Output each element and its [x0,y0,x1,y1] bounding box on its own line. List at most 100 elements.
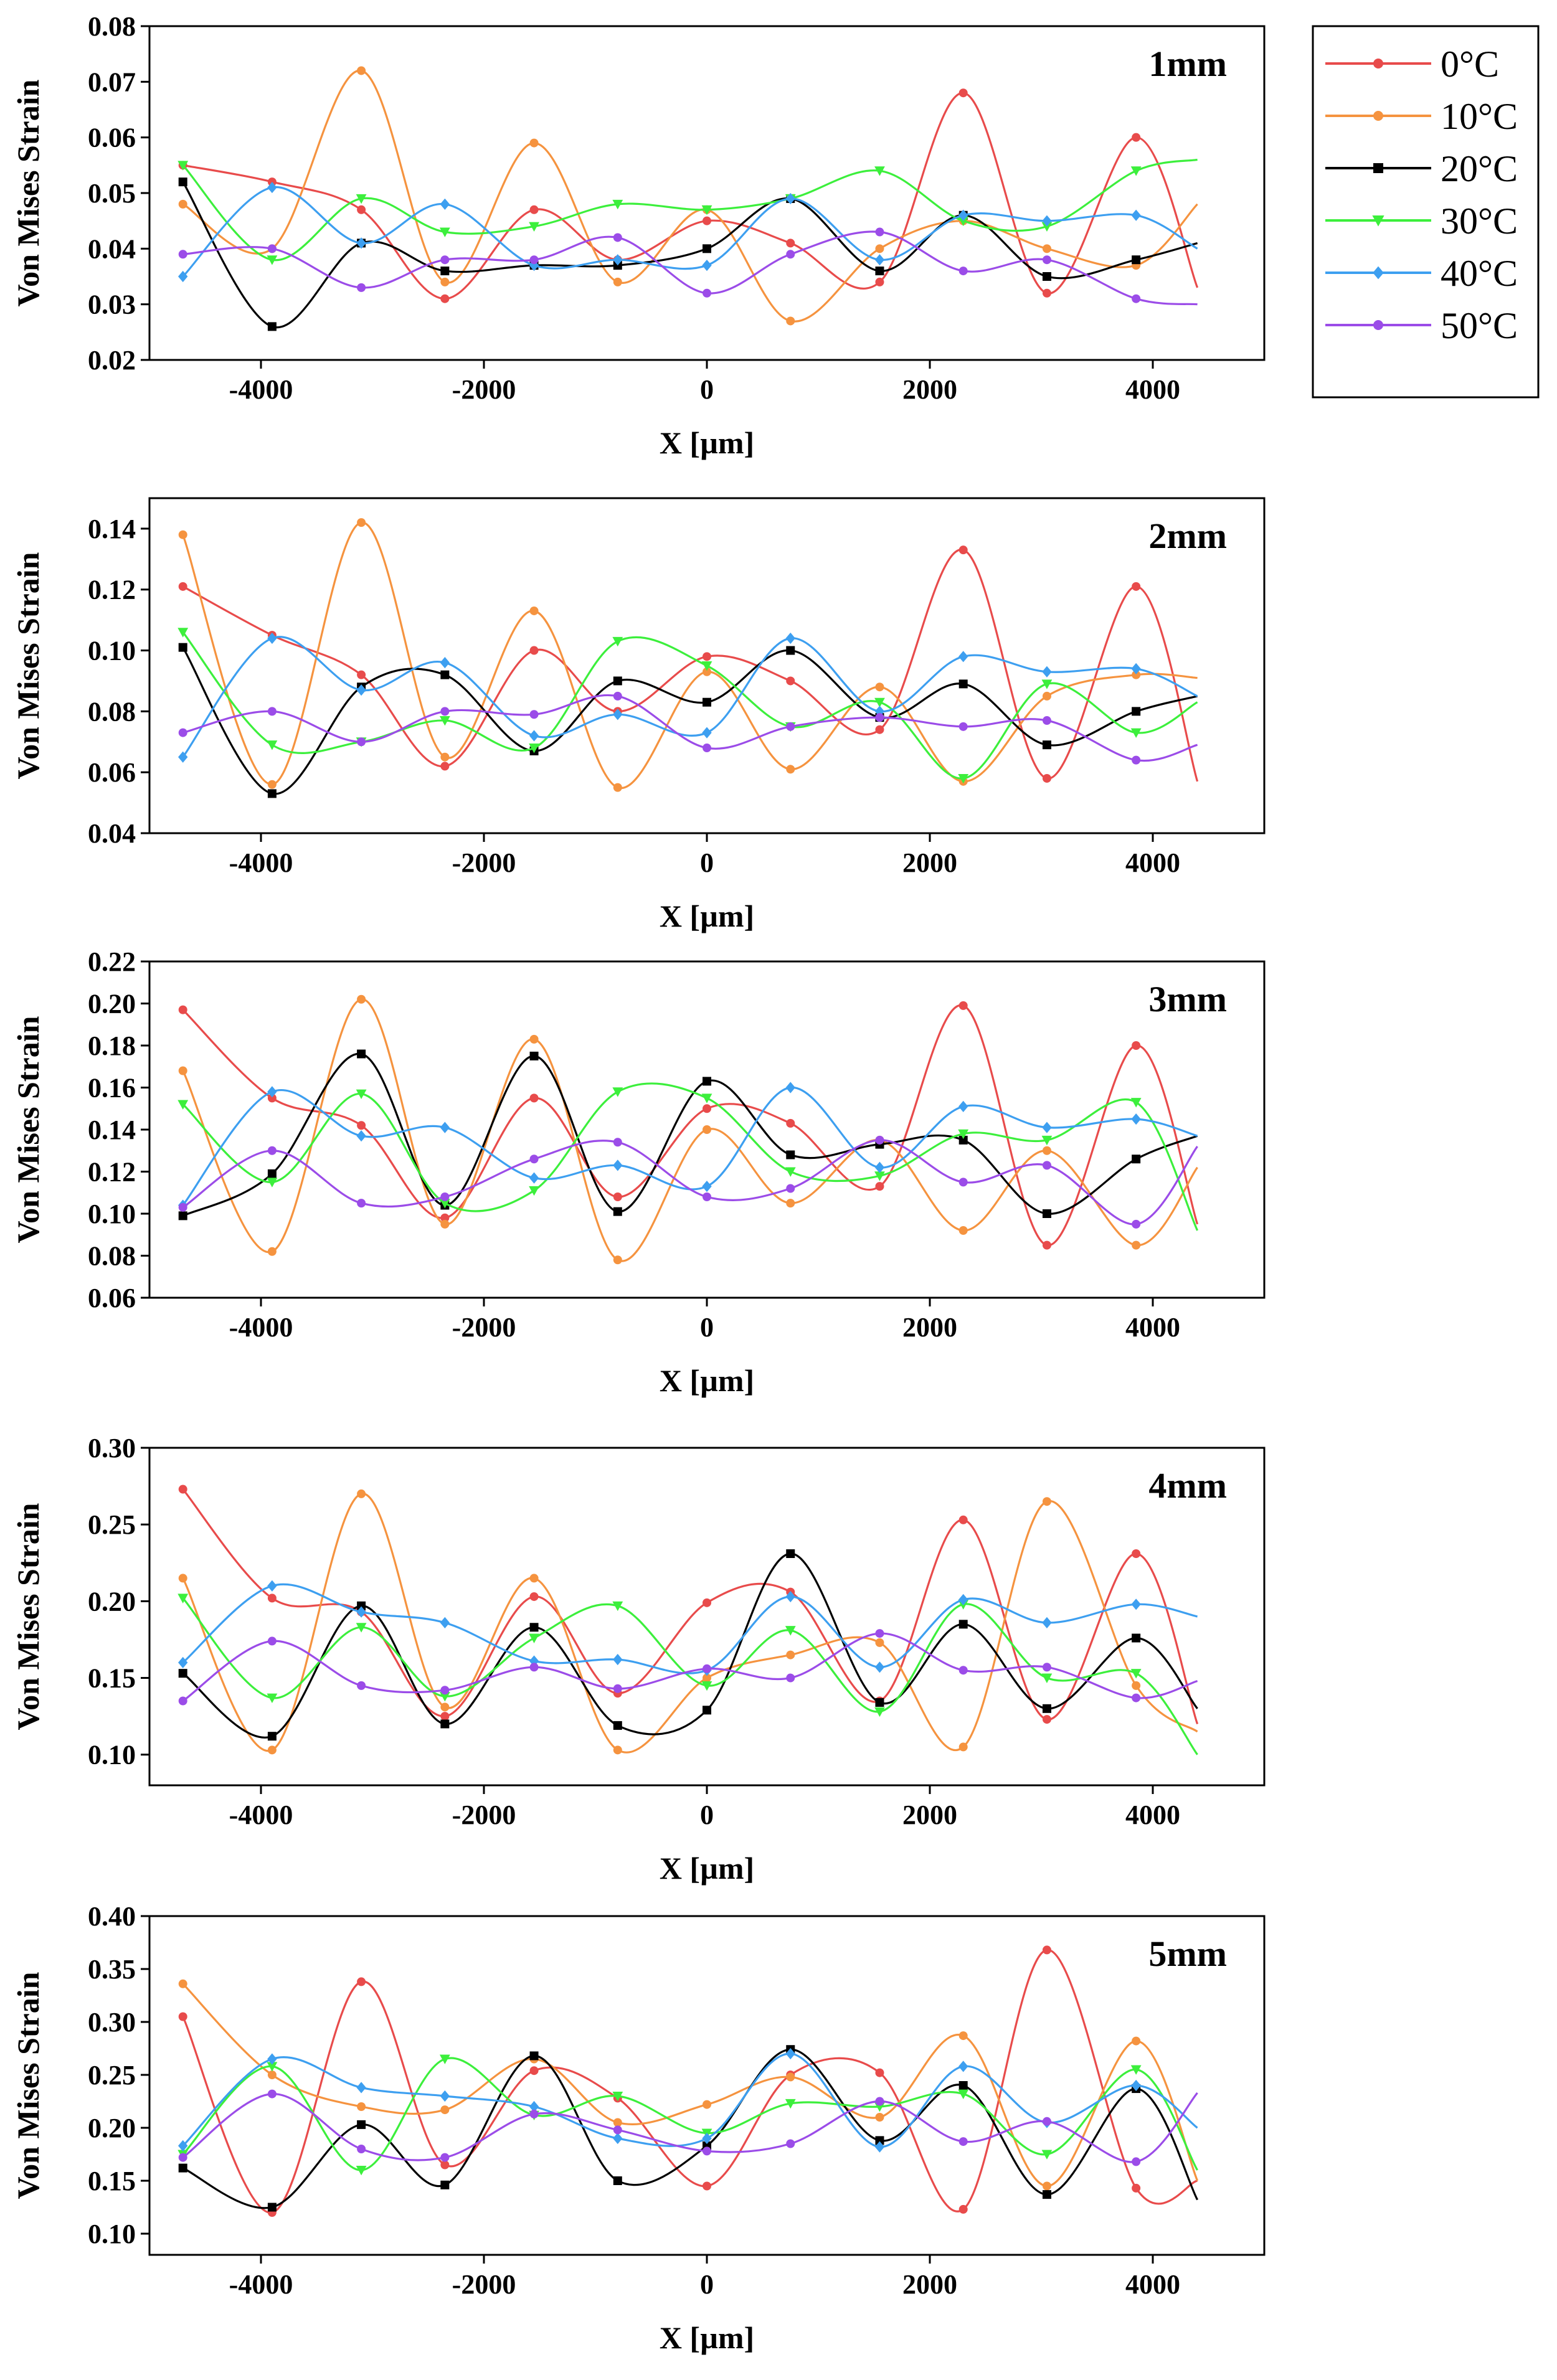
data-point [875,2097,884,2106]
data-point [1042,1146,1051,1155]
data-point [785,1626,796,1636]
data-point [440,670,450,679]
data-point [178,1696,187,1706]
data-point [357,518,366,527]
data-point [613,1721,622,1730]
data-point [958,1135,968,1145]
data-point [529,1172,539,1184]
series-line [182,2057,1198,2171]
data-point [1041,2150,1053,2160]
data-point [613,233,622,242]
x-tick-label: -4000 [229,848,293,878]
panel-label: 5mm [1148,1934,1227,1974]
data-point [440,1702,450,1712]
series-20°C [178,177,1198,331]
chart-panel-1mm: 0.02 0.03 0.04 0.05 0.06 0.07 0.08 -4000 -2000 0 2… [11,11,1266,460]
data-point [958,1620,968,1629]
y-tick-label: 0.14 [88,514,136,544]
data-point [440,198,450,210]
data-point [1042,1161,1051,1170]
data-point [529,1051,539,1060]
data-point [786,2072,795,2082]
data-point [440,277,450,286]
y-tick-label: 0.10 [88,1199,136,1229]
data-point [613,1255,622,1265]
data-point [1132,2036,1141,2046]
data-point [613,2118,622,2127]
data-point [178,728,187,737]
data-point [958,679,968,689]
data-point [178,2012,187,2021]
data-point [1130,166,1142,176]
y-tick-label: 0.25 [88,2060,136,2090]
data-point [529,1574,539,1583]
data-point [875,2068,884,2077]
data-point [785,2099,796,2109]
data-point [1131,2079,1141,2092]
data-point [267,707,277,716]
data-point [1042,773,1051,783]
legend-entry: 10°C [1325,96,1518,137]
data-point [1132,1219,1141,1229]
series-40°C [178,632,1198,763]
data-point [529,646,539,655]
chart-panel-4mm: 0.10 0.15 0.20 0.25 0.30 -4000 -2000 0 2000 4000 X… [11,1433,1266,1886]
data-point [1042,272,1051,281]
series-50°C [178,691,1198,765]
data-point [703,652,711,661]
legend-label: 10°C [1441,96,1518,137]
data-point [1042,1704,1051,1713]
legend-label: 0°C [1441,44,1499,85]
data-point [267,1745,277,1755]
data-point [703,1706,711,1715]
data-point [440,1192,450,1201]
data-point [529,2051,539,2061]
x-axis-title: X [µm] [660,1851,754,1886]
data-point [786,316,795,326]
data-point [613,254,623,266]
data-point [786,250,795,259]
data-point [357,1121,366,1130]
y-tick-label: 0.12 [88,1157,136,1188]
data-point [267,2062,278,2072]
data-point [1042,1122,1052,1133]
data-point [958,651,968,663]
y-tick-label: 0.25 [88,1509,136,1540]
data-point [958,773,969,784]
data-point [439,1199,450,1209]
data-point [529,1592,539,1601]
data-point [786,1549,795,1558]
data-point [701,1681,712,1691]
data-point [875,725,884,734]
data-point [267,1732,277,1741]
data-point [440,2153,450,2162]
series-50°C [178,227,1198,306]
data-point [786,2139,795,2148]
y-tick-label: 0.15 [88,2166,136,2196]
data-point [357,670,366,679]
data-point [612,199,623,210]
data-point [529,138,539,148]
data-point [958,1226,968,1235]
data-point [874,1661,885,1673]
data-point [439,716,450,726]
series-50°C [178,1629,1198,1706]
y-tick-label: 0.07 [88,67,136,97]
data-point [267,2089,277,2099]
data-point [703,1192,711,1201]
data-point [703,244,711,253]
data-point [786,1118,795,1128]
data-point [357,2120,366,2129]
legend-label: 50°C [1441,305,1518,346]
data-point [1041,1135,1053,1146]
y-tick-label: 0.30 [88,1433,136,1463]
x-tick-label: -2000 [452,374,516,405]
series-line [182,1082,1199,1231]
data-point [529,222,539,232]
data-point [958,2089,969,2099]
data-point [356,194,367,204]
y-tick-label: 0.20 [88,2113,136,2143]
data-point [874,166,885,176]
data-point [1042,244,1051,253]
series-line [182,1052,1198,1217]
